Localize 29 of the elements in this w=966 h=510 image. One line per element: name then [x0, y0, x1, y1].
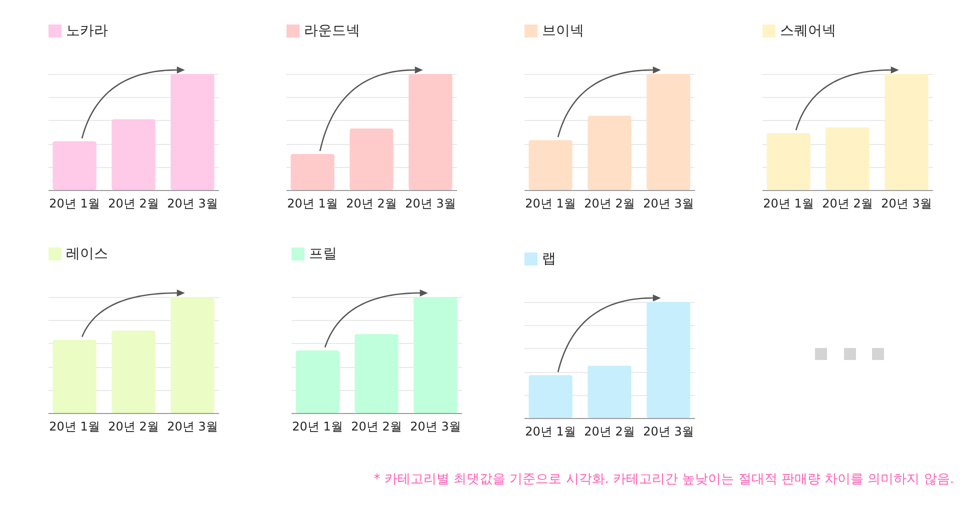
x-tick-label: 20년 1월 [525, 424, 576, 438]
text: * 카테고리별 최댓값을 기준으로 시각화. 카테고리간 높낮이는 절대적 판매량 차이를 의미하지 않음. [374, 471, 954, 488]
x-tick-label: 20년 3월 [881, 196, 932, 210]
x-tick-label: 20년 2월 [351, 420, 402, 434]
legend-label: 브이넥 [542, 23, 584, 39]
x-tick-label: 20년 3월 [405, 196, 456, 210]
x-tick-label: 20년 3월 [410, 420, 461, 434]
x-tick-label: 20년 2월 [584, 424, 635, 438]
legend-label: 노카라 [66, 23, 108, 39]
x-tick-label: 20년 3월 [167, 420, 218, 434]
x-tick-label: 20년 2월 [822, 196, 873, 210]
legend-label: 스퀘어넥 [780, 23, 836, 39]
x-tick-label: 20년 1월 [525, 196, 576, 210]
x-tick-label: 20년 1월 [49, 420, 100, 434]
x-tick-label: 20년 2월 [108, 196, 159, 210]
legend-label: 프릴 [309, 246, 337, 262]
x-tick-label: 20년 2월 [346, 196, 397, 210]
x-tick-label: 20년 3월 [643, 424, 694, 438]
legend-label: 레이스 [66, 246, 108, 262]
x-tick-label: 20년 3월 [167, 196, 218, 210]
x-tick-label: 20년 3월 [643, 196, 694, 210]
x-tick-label: 20년 1월 [292, 420, 343, 434]
x-tick-label: 20년 1월 [49, 196, 100, 210]
legend-label: 라운드넥 [304, 23, 360, 39]
legend-label: 랩 [542, 251, 556, 267]
x-tick-label: 20년 2월 [584, 196, 635, 210]
x-tick-label: 20년 2월 [108, 420, 159, 434]
x-tick-label: 20년 1월 [287, 196, 338, 210]
x-tick-label: 20년 1월 [763, 196, 814, 210]
